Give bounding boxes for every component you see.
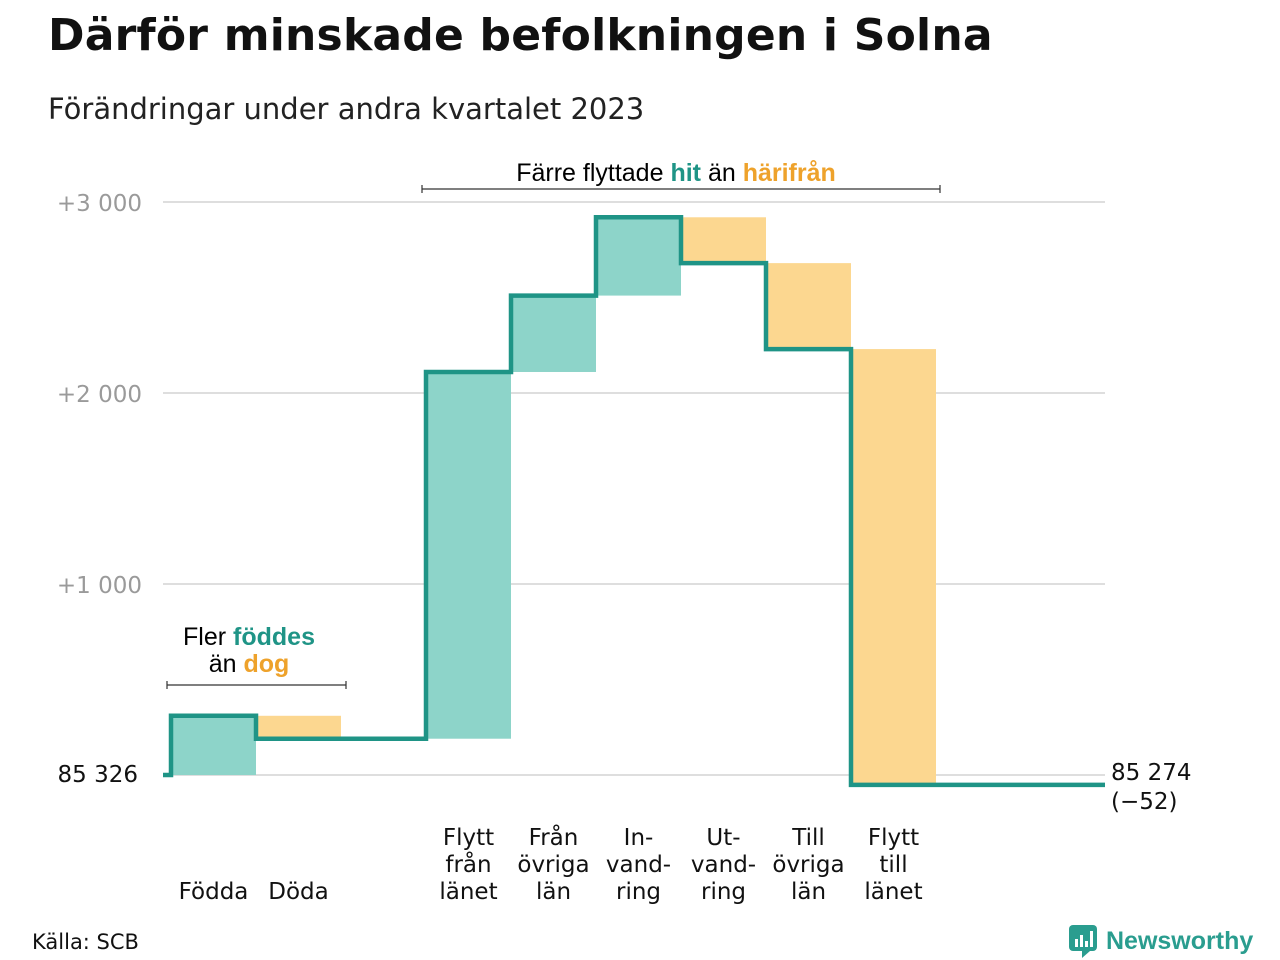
category-label: In- xyxy=(624,825,654,851)
births-annotation-prefix: Fler xyxy=(183,623,226,651)
bars-layer xyxy=(171,217,936,785)
brand-name: Newsworthy xyxy=(1106,926,1254,955)
births-annotation-line2: än dog xyxy=(209,650,290,678)
chart-subtitle: Förändringar under andra kvartalet 2023 xyxy=(48,92,645,126)
moves-annotation: Färre flyttade hit än härifrån xyxy=(516,159,836,187)
bar-från-övriga-län xyxy=(511,295,596,372)
category-label: vand- xyxy=(691,852,756,878)
moves-annotation-prefix: Färre flyttade xyxy=(516,159,663,187)
category-label: länet xyxy=(439,879,497,905)
moves-annotation-middle: än xyxy=(708,159,736,187)
bar-in--vand--ring xyxy=(596,217,681,296)
births-annotation-orange: dog xyxy=(243,650,289,678)
births-annotation-teal: föddes xyxy=(233,623,315,651)
moves-annotation-teal: hit xyxy=(670,159,701,187)
category-label: ring xyxy=(701,879,746,905)
births-bracket xyxy=(166,681,347,689)
category-label: från xyxy=(445,850,491,878)
y-tick-label: +3 000 xyxy=(57,191,142,217)
moves-annotation-orange: härifrån xyxy=(743,159,836,187)
category-label: län xyxy=(536,879,571,905)
category-label: Till xyxy=(791,825,825,851)
bar-döda xyxy=(256,715,341,739)
category-label: länet xyxy=(864,879,922,905)
category-label: övriga xyxy=(517,852,589,878)
bar-flytt-till-länet xyxy=(851,349,936,785)
category-label: till xyxy=(879,852,907,878)
chart-title: Därför minskade befolkningen i Solna xyxy=(48,10,993,61)
end-value-label: 85 274 xyxy=(1111,760,1191,786)
brand-logo[interactable]: Newsworthy xyxy=(1068,924,1253,958)
category-label: län xyxy=(791,879,826,905)
moves-bracket xyxy=(421,185,941,193)
category-label: Från xyxy=(529,823,579,851)
category-label: Flytt xyxy=(443,825,494,851)
category-label: Ut- xyxy=(706,825,740,851)
category-label: övriga xyxy=(772,852,844,878)
category-label: ring xyxy=(616,879,661,905)
births-annotation-than: än xyxy=(209,650,237,678)
births-annotation-line1: Fler föddes xyxy=(183,623,315,651)
bar-till-övriga-län xyxy=(766,263,851,350)
source-note: Källa: SCB xyxy=(32,930,139,954)
category-label: Födda xyxy=(179,879,249,905)
bar-ut--vand--ring xyxy=(681,217,766,264)
y-tick-label: +1 000 xyxy=(57,573,142,599)
bar-flytt-från-länet xyxy=(426,371,511,739)
start-value-label: 85 326 xyxy=(58,762,138,788)
annotations-layer: Fler föddes än dog Färre flyttade hit än… xyxy=(166,159,941,689)
newsworthy-logo-icon xyxy=(1069,925,1097,958)
bar-födda xyxy=(171,715,256,775)
y-tick-label: +2 000 xyxy=(57,382,142,408)
category-label: Flytt xyxy=(868,825,919,851)
category-label: Döda xyxy=(268,879,328,905)
cumulative-line xyxy=(163,215,1105,788)
cumulative-line-layer xyxy=(163,215,1105,788)
category-label: vand- xyxy=(606,852,671,878)
grid-layer xyxy=(163,201,1105,776)
end-change-label: (−52) xyxy=(1111,789,1177,815)
